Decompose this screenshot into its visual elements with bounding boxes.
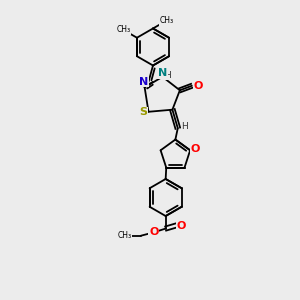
Text: O: O (149, 227, 158, 237)
Text: O: O (176, 220, 186, 231)
Text: S: S (139, 107, 147, 117)
Text: CH₃: CH₃ (160, 16, 174, 25)
Text: H: H (181, 122, 188, 131)
Text: N: N (158, 68, 167, 78)
Text: O: O (191, 144, 200, 154)
Text: H: H (164, 71, 171, 80)
Text: O: O (193, 81, 203, 91)
Text: CH₃: CH₃ (116, 26, 130, 34)
Text: CH₃: CH₃ (117, 231, 131, 240)
Text: N: N (140, 77, 149, 87)
